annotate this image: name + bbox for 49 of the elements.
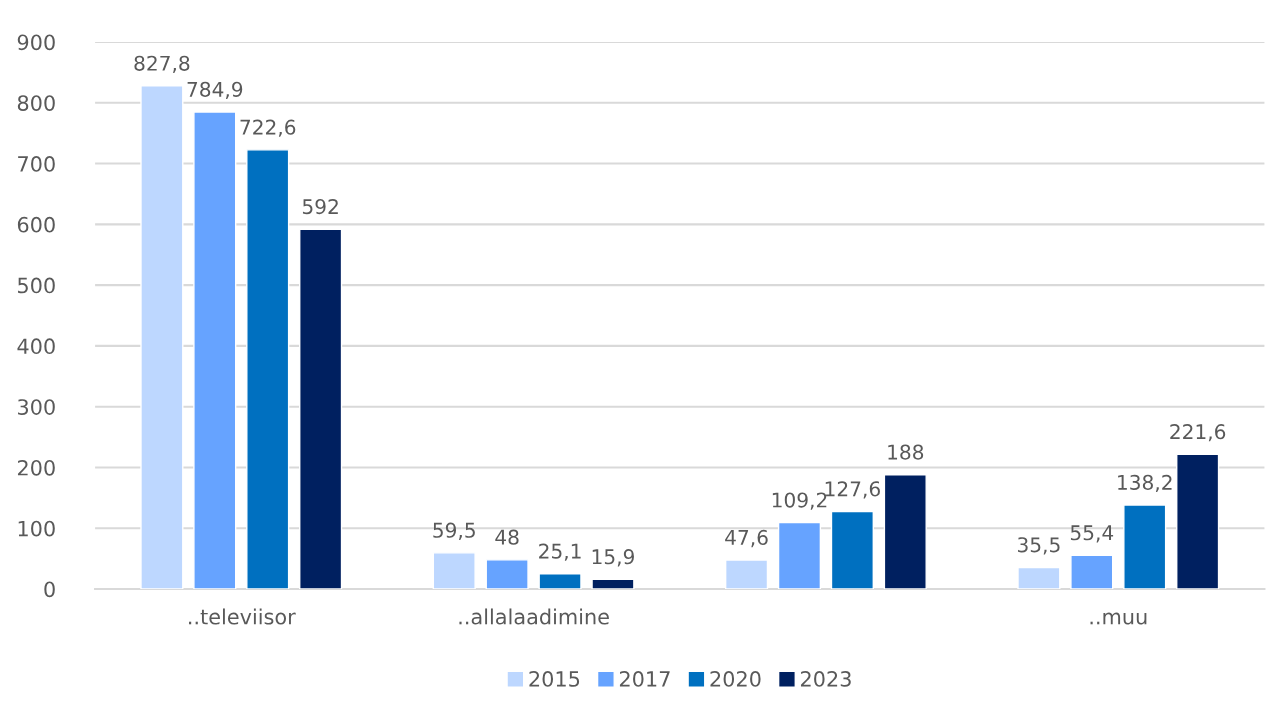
bar	[485, 559, 529, 590]
bar	[193, 111, 237, 590]
bar	[432, 552, 476, 590]
y-tick-label: 900	[17, 34, 55, 51]
y-tick-label: 300	[18, 399, 55, 415]
data-label: 722,6	[240, 119, 296, 137]
bar	[591, 578, 635, 590]
legend-label: 2015	[529, 671, 580, 687]
bar	[1070, 554, 1114, 590]
bar	[140, 85, 184, 590]
data-label: 55,4	[1070, 525, 1114, 543]
data-label: 25,1	[539, 543, 581, 561]
data-label: 138,2	[1118, 474, 1172, 493]
data-label: 221,6	[1170, 424, 1226, 442]
legend-label: 2017	[619, 671, 670, 687]
data-label: 784,9	[187, 81, 243, 100]
x-tick-label: ..televiisor	[189, 608, 296, 625]
data-label: 59,5	[433, 522, 475, 540]
y-tick-label: 500	[18, 277, 55, 294]
y-tick-label: 0	[44, 581, 55, 598]
y-tick-label: 600	[17, 216, 55, 233]
bar	[777, 521, 822, 590]
y-tick-label: 200	[17, 459, 55, 476]
data-label: 827,8	[134, 55, 190, 73]
bar	[830, 510, 874, 590]
y-tick-label: 100	[18, 520, 55, 537]
bar	[246, 149, 290, 590]
bar	[299, 228, 343, 590]
bar	[724, 559, 769, 590]
bar	[1017, 566, 1061, 590]
y-tick-label: 700	[18, 156, 55, 172]
x-tick-label: ..muu	[1090, 612, 1147, 625]
bar	[883, 474, 927, 590]
data-label: 15,9	[592, 549, 634, 567]
data-label: 188	[888, 444, 924, 460]
data-label: 109,2	[772, 492, 827, 510]
y-tick-label: 800	[17, 95, 55, 111]
bar	[1176, 453, 1220, 590]
data-label: 592	[302, 198, 338, 215]
x-tick-label: ..allalaadimine	[459, 608, 609, 625]
data-label: 48	[495, 529, 519, 545]
bar	[1123, 504, 1167, 590]
data-label: 35,5	[1018, 537, 1060, 555]
y-tick-label: 400	[17, 338, 55, 355]
data-label: 47,6	[725, 529, 768, 548]
bar	[538, 573, 582, 590]
data-label: 127,6	[825, 481, 880, 499]
legend-label: 2023	[800, 671, 851, 687]
legend-label: 2020	[710, 671, 761, 687]
